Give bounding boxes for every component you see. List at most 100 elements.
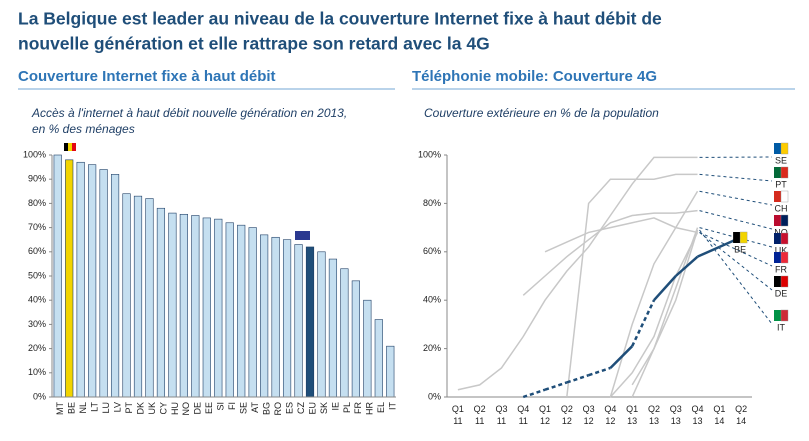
bar — [328, 258, 338, 398]
x-tick-part: Q4 — [604, 404, 616, 414]
bar — [65, 159, 74, 398]
y-tick-label: 70% — [28, 222, 46, 232]
bar — [317, 251, 326, 398]
x-tick-label: Q3 12 — [583, 404, 595, 426]
flag — [774, 310, 781, 321]
x-tick-part: 12 — [540, 416, 550, 426]
x-tick-label: SI — [216, 402, 226, 411]
x-tick-label: Q2 12 — [561, 404, 573, 426]
series-line — [609, 232, 699, 398]
bar — [260, 234, 269, 398]
x-tick-label: EU — [307, 402, 317, 415]
y-tick-label: 20% — [423, 343, 441, 353]
x-tick-part: 13 — [627, 416, 637, 426]
x-tick-label: SK — [319, 402, 329, 414]
legend-label: IT — [777, 322, 786, 332]
x-tick-label: FI — [227, 402, 237, 410]
eu-flag — [295, 231, 310, 240]
series-segment — [653, 275, 677, 302]
x-tick-label: CY — [158, 402, 168, 415]
flag — [774, 167, 781, 178]
x-tick-label: IE — [330, 402, 340, 411]
bar — [248, 227, 257, 398]
x-tick-label: FR — [353, 402, 363, 414]
bar — [110, 174, 120, 398]
legend-label: PT — [775, 179, 787, 189]
x-tick-label: IT — [388, 401, 398, 410]
flag — [780, 214, 789, 227]
x-tick-part: Q2 — [561, 404, 573, 414]
x-tick-label: Q4 13 — [692, 404, 704, 426]
x-tick-label: Q2 14 — [735, 404, 747, 426]
x-tick-part: Q1 — [626, 404, 638, 414]
flag — [739, 231, 748, 244]
flag — [780, 190, 789, 203]
x-tick-label: Q1 14 — [713, 404, 725, 426]
flag — [780, 166, 789, 179]
x-tick-label: MT — [55, 402, 65, 415]
x-tick-label: PT — [124, 402, 134, 414]
legend-label: DE — [775, 288, 788, 298]
x-tick-part: 12 — [605, 416, 615, 426]
y-tick-label: 40% — [423, 295, 441, 305]
flag — [774, 143, 781, 154]
chart-title: Téléphonie mobile: Couverture 4G — [412, 68, 657, 85]
x-tick-part: Q3 — [583, 404, 595, 414]
bar — [202, 217, 211, 398]
chart-subtitle: Couverture extérieure en % de la populat… — [424, 106, 659, 120]
flag — [774, 215, 781, 226]
x-tick-part: Q2 — [735, 404, 747, 414]
x-tick-label: Q3 13 — [670, 404, 682, 426]
x-tick-label: CZ — [296, 402, 306, 414]
legend-label: SE — [775, 155, 787, 165]
x-tick-label: DK — [135, 402, 145, 415]
y-tick-label: 100% — [23, 149, 46, 159]
bar — [225, 222, 234, 398]
bar — [99, 169, 108, 398]
y-tick-label: 50% — [28, 270, 46, 280]
bar — [305, 246, 315, 398]
bar — [271, 236, 280, 398]
x-tick-part: 11 — [519, 416, 528, 426]
x-tick-label: Q4 12 — [604, 404, 616, 426]
x-tick-label: ES — [284, 402, 294, 414]
bar — [294, 244, 303, 398]
x-tick-label: EL — [376, 402, 386, 413]
x-tick-label: DE — [193, 402, 203, 415]
x-tick-label: NL — [78, 402, 88, 414]
x-tick-label: Q2 13 — [648, 404, 660, 426]
leader — [699, 190, 773, 206]
x-tick-label: SE — [239, 402, 249, 414]
series-line — [631, 227, 699, 398]
x-tick-part: 13 — [649, 416, 659, 426]
bar — [191, 215, 200, 398]
y-tick-label: 60% — [28, 246, 46, 256]
series-segment — [674, 255, 699, 277]
series-line — [566, 173, 698, 398]
bar — [145, 198, 154, 398]
x-tick-label: Q4 11 — [517, 404, 529, 426]
x-tick-label: Q1 12 — [539, 404, 551, 426]
x-tick-part: Q1 — [713, 404, 725, 414]
bar — [214, 218, 223, 398]
x-tick-label: LV — [112, 402, 122, 412]
chart-subtitle: Accès à l'internet à haut débit nouvelle… — [31, 106, 347, 120]
y-tick-label: 20% — [28, 343, 46, 353]
bar — [76, 161, 85, 398]
x-tick-part: 12 — [562, 416, 572, 426]
x-tick-part: Q2 — [474, 404, 486, 414]
legend-label: CH — [775, 203, 788, 213]
chart-subtitle: en % des ménages — [32, 122, 135, 136]
x-tick-label: LT — [90, 402, 100, 412]
x-tick-label: Q3 11 — [495, 404, 507, 426]
x-tick-part: 13 — [693, 416, 703, 426]
x-tick-part: 14 — [714, 416, 724, 426]
y-tick-label: 0% — [33, 391, 46, 401]
legend-label: FR — [775, 264, 787, 274]
series-line — [609, 190, 699, 398]
flag — [780, 275, 789, 288]
bar — [168, 212, 177, 398]
series-segment — [609, 345, 634, 369]
flag — [774, 252, 781, 263]
